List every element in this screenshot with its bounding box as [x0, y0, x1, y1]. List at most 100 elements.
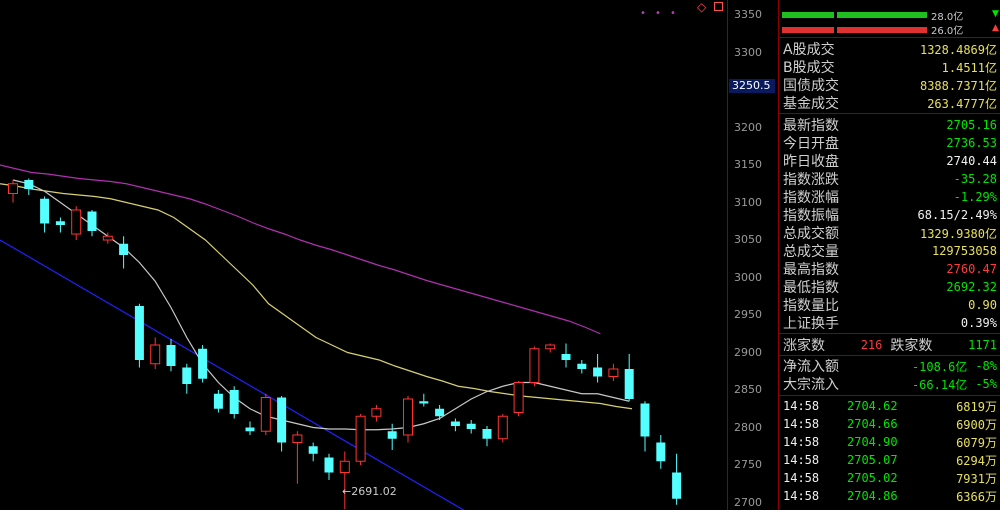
tick-volume-unit: 万: [984, 417, 997, 432]
stat-value: 129753058: [931, 244, 997, 258]
candle-down: [324, 457, 334, 473]
tick-volume: 6900万: [927, 416, 997, 433]
stat-value: 263.4777亿: [927, 96, 997, 111]
flow-pct: -5%: [975, 377, 997, 391]
volume-bar-green-1: [782, 12, 834, 18]
stat-value: 2705.16: [946, 118, 997, 132]
flow-value: -66.14亿: [911, 377, 968, 392]
stat-label: 上证换手: [783, 316, 839, 332]
candle-down: [182, 367, 192, 384]
tick-row[interactable]: 14:58 2704.62 6819万: [779, 397, 1000, 415]
bar-caption-2: 26.0亿: [931, 26, 964, 37]
low-price-annotation: ←2691.02: [342, 485, 397, 498]
stat-row: 国债成交 8388.7371亿: [779, 76, 1000, 94]
tick-price: 2704.90: [847, 435, 898, 449]
up-count-label: 涨家数: [783, 338, 825, 354]
candle-down: [134, 306, 144, 360]
tick-volume-unit: 万: [984, 471, 997, 486]
market-info-panel: 28.0亿 ▼ 26.0亿 ▲ A股成交 1328.4869亿 B股成交 1.4511…: [778, 0, 1000, 510]
tick-row[interactable]: 14:58 2704.66 6900万: [779, 415, 1000, 433]
y-tick-label: 3000: [734, 270, 762, 284]
stat-row: 最低指数 2692.32: [779, 278, 1000, 296]
dot-marker: •: [655, 8, 661, 19]
stat-row: 基金成交 263.4777亿: [779, 94, 1000, 112]
stat-label: B股成交: [783, 60, 835, 76]
y-tick-label: 3150: [734, 158, 762, 171]
candlestick-chart[interactable]: • • • ◇ ←2691.02: [0, 0, 727, 510]
stat-value: 1328.4869亿: [919, 42, 997, 57]
tick-time: 14:58: [783, 489, 820, 503]
candle-down: [198, 348, 208, 379]
dot-marker: •: [670, 8, 676, 19]
candle-up: [403, 398, 413, 436]
stat-row: B股成交 1.4511亿: [779, 58, 1000, 76]
tick-price: 2705.07: [847, 453, 898, 467]
stat-row: 指数量比 0.90: [779, 296, 1000, 314]
stat-label: 今日开盘: [783, 136, 839, 152]
candle-down: [656, 442, 666, 462]
tick-time: 14:58: [783, 453, 820, 467]
candle-up: [513, 382, 524, 413]
tick-volume-value: 7931: [956, 471, 985, 486]
flow-row: 净流入额 -108.6亿 -8%: [779, 357, 1000, 375]
y-tick-label: 3200: [734, 120, 762, 134]
y-tick-label: 2750: [734, 458, 762, 471]
stat-value: 2736.53: [946, 136, 997, 150]
stat-row: 最新指数 2705.16: [779, 116, 1000, 134]
ma-line-yellow: [0, 183, 633, 410]
tick-row[interactable]: 14:58 2705.02 7931万: [779, 469, 1000, 487]
tick-row[interactable]: 14:58 2705.07 6294万: [779, 451, 1000, 469]
candle-down: [624, 369, 634, 399]
stat-value: 2760.47: [946, 262, 997, 276]
price-axis: 3350330032503200315031003050300029502900…: [727, 0, 778, 510]
candle-down: [229, 390, 239, 414]
stat-value: -1.29%: [953, 190, 997, 204]
diamond-icon[interactable]: ◇: [697, 0, 707, 14]
window-box-icon[interactable]: [714, 2, 723, 11]
flow-label: 净流入额: [783, 359, 839, 375]
tick-volume-value: 6900: [956, 417, 985, 432]
candle-up: [608, 368, 619, 377]
candle-up: [545, 344, 556, 350]
tick-row[interactable]: 14:58 2704.90 6079万: [779, 433, 1000, 451]
stat-row: 指数涨跌 -35.28: [779, 170, 1000, 188]
dot-marker: •: [640, 8, 646, 19]
stat-value: -35.28: [953, 172, 997, 186]
tick-volume-unit: 万: [984, 453, 997, 468]
stat-row: 总成交量 129753058: [779, 242, 1000, 260]
tick-row[interactable]: 14:58 2704.86 6366万: [779, 487, 1000, 505]
tick-time: 14:58: [783, 399, 820, 413]
candle-down: [55, 221, 65, 225]
volume-bar-red-2: [837, 27, 927, 33]
candle-down: [435, 408, 445, 417]
stat-label: 总成交量: [783, 244, 839, 260]
tick-volume-unit: 万: [984, 399, 997, 414]
stat-label: 国债成交: [783, 78, 839, 94]
flow-row: 大宗流入 -66.14亿 -5%: [779, 375, 1000, 393]
candle-down: [24, 180, 34, 189]
y-tick-label: 2850: [734, 383, 762, 396]
candle-down: [166, 345, 176, 366]
up-count-value: 216: [860, 338, 883, 352]
candle-up: [529, 348, 540, 383]
tick-price: 2705.02: [847, 471, 898, 485]
volume-bar-green-2: [837, 12, 927, 18]
candle-up: [102, 235, 113, 241]
tick-time: 14:58: [783, 435, 820, 449]
stat-label: A股成交: [783, 42, 835, 58]
down-count-label: 跌家数: [890, 338, 933, 354]
tick-list[interactable]: 14:58 2704.62 6819万 14:58 2704.66 6900万 14:58 2…: [779, 396, 1000, 505]
up-arrow-icon: ▲: [992, 23, 999, 33]
stat-label: 最低指数: [783, 280, 839, 296]
ma-line-purple: [0, 164, 601, 335]
stat-row: 昨日收盘 2740.44: [779, 152, 1000, 170]
candle-up: [260, 397, 271, 432]
tick-volume: 6366万: [927, 488, 997, 505]
stat-label: 指数振幅: [783, 208, 839, 224]
candle-down: [672, 472, 682, 499]
candle-down: [277, 397, 287, 443]
stat-label: 最新指数: [783, 118, 839, 134]
candle-down: [577, 363, 587, 369]
y-tick-label: 2700: [734, 495, 762, 509]
candle-up: [497, 415, 508, 440]
